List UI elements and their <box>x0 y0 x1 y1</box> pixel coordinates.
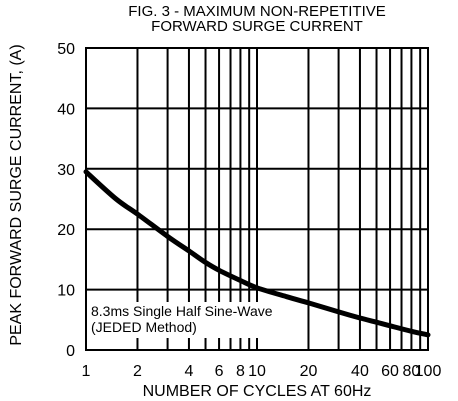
x-tick-label: 80 <box>403 363 421 380</box>
x-tick-label: 10 <box>248 363 266 380</box>
x-tick-label: 1 <box>82 363 91 380</box>
x-tick-label: 4 <box>184 363 193 380</box>
y-tick-label: 10 <box>57 283 75 300</box>
x-tick-label: 40 <box>351 363 369 380</box>
plot-frame <box>85 47 429 351</box>
y-axis-label: PEAK FORWARD SURGE CURRENT, (A) <box>8 44 25 345</box>
x-tick-label: 20 <box>300 363 318 380</box>
x-axis-label: NUMBER OF CYCLES AT 60Hz <box>143 383 372 400</box>
chart-grid <box>86 48 428 350</box>
annotation-line1: 8.3ms Single Half Sine-Wave <box>91 303 273 319</box>
x-tick-label: 6 <box>215 363 224 380</box>
x-tick-label: 100 <box>415 363 442 380</box>
surge-current-curve <box>83 169 431 338</box>
x-tick-label: 2 <box>133 363 142 380</box>
annotation-line2: (JEDED Method) <box>91 319 197 335</box>
annotation-box <box>88 302 264 338</box>
x-tick-label: 60 <box>381 363 399 380</box>
y-tick-label: 50 <box>57 41 75 58</box>
y-tick-label: 40 <box>57 101 75 118</box>
y-tick-labels: 0 10 20 30 40 50 <box>57 41 75 360</box>
chart-title-line2: FORWARD SURGE CURRENT <box>151 18 363 35</box>
y-tick-label: 20 <box>57 222 75 239</box>
chart-title-line1: FIG. 3 - MAXIMUM NON-REPETITIVE <box>128 3 386 20</box>
x-tick-label: 8 <box>236 363 245 380</box>
y-tick-label: 0 <box>66 343 75 360</box>
y-tick-label: 30 <box>57 162 75 179</box>
